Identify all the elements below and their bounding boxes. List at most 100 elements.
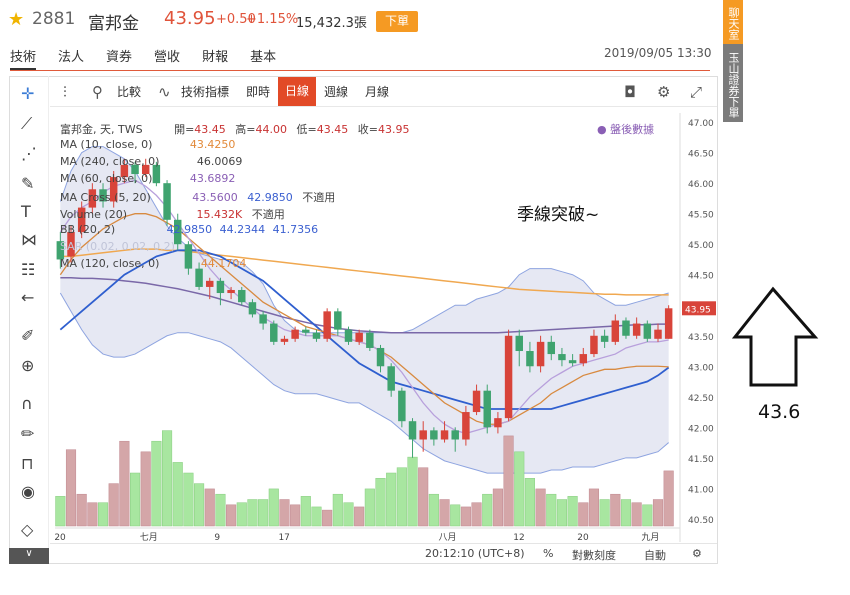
after-hours-text: 盤後數據 bbox=[610, 123, 655, 136]
candle-body bbox=[536, 341, 545, 367]
candle-body bbox=[206, 280, 214, 287]
candle-body bbox=[131, 164, 139, 175]
open-label: 開= bbox=[174, 123, 195, 136]
fullscreen-icon[interactable]: ⤢ bbox=[690, 83, 703, 101]
volume-value-b: 不適用 bbox=[251, 208, 285, 221]
bb-value-b: 44.2344 bbox=[219, 223, 266, 236]
percent-toggle[interactable]: % bbox=[543, 547, 554, 560]
volume-bar bbox=[183, 472, 194, 527]
cross-value-b: 42.9850 bbox=[247, 191, 293, 204]
ruler-icon[interactable]: ✐ bbox=[21, 326, 35, 345]
legend-volume: Volume (20) 15.432K 不適用 bbox=[60, 206, 285, 222]
volume-bar bbox=[567, 496, 578, 527]
log-scale-toggle[interactable]: 對數刻度 bbox=[572, 549, 616, 562]
order-button[interactable]: 下單 bbox=[376, 11, 418, 32]
weekly-button[interactable]: 週線 bbox=[324, 85, 349, 99]
candle-body bbox=[109, 177, 118, 202]
volume-bar bbox=[588, 488, 600, 527]
ma120-line bbox=[60, 248, 669, 296]
candle-body bbox=[504, 335, 513, 419]
eye-icon[interactable]: ◉ bbox=[21, 482, 35, 501]
candle-type-icon[interactable]: ⫶ bbox=[63, 83, 67, 101]
time-tick-label: 20 bbox=[54, 533, 66, 543]
prediction-icon[interactable]: ☷ bbox=[21, 260, 36, 279]
tab-financials[interactable]: 財報 bbox=[202, 50, 229, 65]
candle-body bbox=[398, 390, 406, 422]
pattern-icon[interactable]: ⋈ bbox=[21, 230, 37, 249]
camera-icon[interactable]: ◘ bbox=[624, 83, 636, 101]
tab-revenue[interactable]: 營收 bbox=[154, 50, 181, 65]
fib-tool-icon[interactable]: ⋰ bbox=[21, 144, 37, 163]
candle-body bbox=[376, 347, 385, 367]
after-hours-label[interactable]: ● 盤後數據 bbox=[597, 123, 655, 136]
volume-bar bbox=[503, 435, 514, 527]
candle-body bbox=[579, 354, 588, 364]
tab-margin[interactable]: 資券 bbox=[106, 50, 133, 65]
divider bbox=[10, 70, 710, 71]
price-tick-label: 43.50 bbox=[688, 333, 714, 343]
volume-bar bbox=[172, 462, 183, 527]
tab-technical[interactable]: 技術 bbox=[10, 44, 37, 70]
text-tool-icon[interactable]: T bbox=[21, 202, 31, 221]
indicator-icon[interactable]: ∿ bbox=[158, 83, 171, 101]
favorite-star-icon[interactable]: ★ bbox=[8, 9, 25, 30]
candle-body bbox=[238, 289, 246, 303]
zoom-in-icon[interactable]: ⊕ bbox=[21, 356, 35, 375]
compare-button[interactable]: 比較 bbox=[117, 85, 142, 99]
volume-label: Volume (20) bbox=[60, 208, 127, 221]
stock-code: 2881 bbox=[32, 9, 76, 29]
trend-line-icon[interactable]: ⟋ bbox=[21, 114, 33, 133]
volume-bar bbox=[300, 496, 311, 527]
candle-body bbox=[259, 314, 267, 324]
chat-room-link[interactable]: 聊天室 bbox=[723, 0, 743, 44]
candle-body bbox=[462, 412, 470, 440]
broker-order-link[interactable]: 玉山證券下單 bbox=[727, 51, 740, 118]
daily-button[interactable]: 日線 bbox=[278, 77, 316, 106]
lock-icon[interactable]: ⊓ bbox=[21, 454, 34, 473]
legend-ma240: MA (240, close, 0) 46.0069 bbox=[60, 155, 242, 168]
volume-bar bbox=[546, 493, 557, 527]
trade-volume: 15,432.3張 bbox=[296, 16, 367, 31]
monthly-button[interactable]: 月線 bbox=[365, 85, 390, 99]
candle-body bbox=[590, 335, 598, 355]
stock-price: 43.95 bbox=[164, 8, 216, 29]
magnet-icon[interactable]: ∩ bbox=[21, 394, 33, 413]
candle-body bbox=[568, 360, 577, 364]
cross-label: MA Cross (5, 20) bbox=[60, 191, 151, 204]
volume-bar bbox=[108, 483, 119, 527]
candle-body bbox=[408, 421, 417, 440]
candle-body bbox=[643, 323, 652, 339]
price-tick-label: 45.00 bbox=[688, 241, 714, 251]
legend-sar: SAR (0.02, 0.02, 0.2) bbox=[60, 240, 175, 253]
drawing-toolbar: ✛ ⟋ ⋰ ✎ T ⋈ ☷ ← ✐ ⊕ ∩ ✏ ⊓ ◉ ◇ ∨ bbox=[9, 76, 49, 564]
price-change: +0.50 bbox=[216, 12, 256, 27]
tab-fundamentals[interactable]: 基本 bbox=[250, 50, 277, 65]
settings-gear-icon[interactable]: ⚙ bbox=[657, 83, 671, 101]
candle-body bbox=[526, 351, 534, 367]
back-arrow-icon[interactable]: ← bbox=[21, 288, 35, 307]
candle-body bbox=[515, 335, 523, 352]
realtime-button[interactable]: 即時 bbox=[246, 85, 271, 99]
tab-institutional[interactable]: 法人 bbox=[58, 50, 85, 65]
candle-body bbox=[600, 335, 609, 342]
collapse-chevron-icon[interactable]: ∨ bbox=[9, 548, 49, 564]
time-tick-label: 17 bbox=[278, 533, 289, 543]
volume-bar bbox=[290, 504, 301, 527]
auto-scale-toggle[interactable]: 自動 bbox=[644, 549, 666, 562]
crosshair-icon[interactable]: ✛ bbox=[21, 84, 35, 103]
candle-body bbox=[483, 390, 491, 428]
price-tick-label: 47.00 bbox=[688, 119, 714, 129]
pencil-lock-icon[interactable]: ✏ bbox=[21, 424, 35, 443]
volume-bar bbox=[460, 506, 471, 527]
candle-body bbox=[67, 232, 75, 257]
candle-body bbox=[216, 280, 225, 294]
layers-icon[interactable]: ◇ bbox=[21, 520, 34, 539]
volume-bar bbox=[55, 496, 66, 527]
compare-icon[interactable]: ⚲ bbox=[92, 83, 103, 101]
scale-settings-icon[interactable]: ⚙ bbox=[692, 547, 702, 560]
volume-bar bbox=[268, 488, 279, 527]
indicators-button[interactable]: 技術指標 bbox=[181, 85, 230, 99]
brush-icon[interactable]: ✎ bbox=[21, 174, 35, 193]
cross-value-a: 43.5600 bbox=[192, 191, 238, 204]
